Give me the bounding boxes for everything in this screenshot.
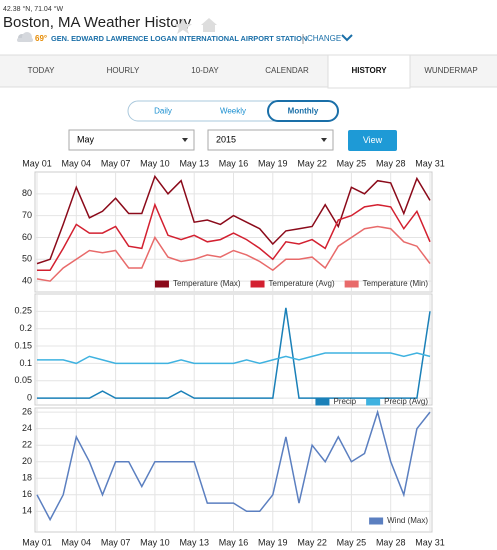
x-tick-label: May 13 xyxy=(179,537,209,547)
x-tick-label: May 01 xyxy=(22,537,52,547)
legend-label[interactable]: Precip xyxy=(333,397,356,406)
weather-icon xyxy=(17,32,33,42)
legend-label[interactable]: Temperature (Max) xyxy=(173,279,241,288)
series-line xyxy=(36,409,431,522)
view-button[interactable] xyxy=(348,130,397,151)
y-tick-label: 60 xyxy=(22,232,32,242)
x-tick-label: May 19 xyxy=(258,158,288,168)
legend-label[interactable]: Precip (Avg) xyxy=(384,397,428,406)
toggle-option[interactable]: Weekly xyxy=(220,107,246,116)
chevron[interactable] xyxy=(341,34,353,42)
legend-label[interactable]: Temperature (Avg) xyxy=(269,279,335,288)
y-tick-label: 70 xyxy=(22,210,32,220)
x-tick-label: May 07 xyxy=(101,537,131,547)
year-select[interactable] xyxy=(207,129,334,151)
y-tick-label: 26 xyxy=(22,407,32,417)
x-tick-label: May 28 xyxy=(376,158,406,168)
series-line xyxy=(37,307,431,399)
toggle-active xyxy=(267,100,339,122)
x-tick-label: May 22 xyxy=(297,537,327,547)
legend-swatch[interactable] xyxy=(344,280,359,288)
y-tick-label: 80 xyxy=(22,188,32,198)
month-value: May xyxy=(77,134,95,144)
x-tick-label: May 10 xyxy=(140,537,170,547)
tab[interactable]: HOURLY xyxy=(107,66,140,75)
x-tick-label: May 19 xyxy=(258,537,288,547)
x-tick-label: May 31 xyxy=(415,158,445,168)
y-tick-label: 0.2 xyxy=(19,323,32,333)
legend-swatch[interactable] xyxy=(250,280,265,288)
y-tick-label: 0 xyxy=(27,392,32,402)
x-tick-label: May 22 xyxy=(297,158,327,168)
select-arrow xyxy=(182,138,188,142)
series-line xyxy=(36,174,431,265)
star-icon[interactable] xyxy=(174,18,192,34)
x-tick-label: May 28 xyxy=(376,537,406,547)
y-tick-label: 0.25 xyxy=(14,306,32,316)
legend-label[interactable]: Wind (Max) xyxy=(387,516,428,525)
x-tick-label: May 04 xyxy=(62,537,92,547)
tab-bar xyxy=(0,55,497,87)
series-line xyxy=(37,202,431,271)
home-icon[interactable] xyxy=(201,18,217,32)
tab[interactable]: CALENDAR xyxy=(265,66,309,75)
page-title: Boston, MA Weather History xyxy=(3,14,192,31)
toggle-option[interactable]: Daily xyxy=(154,107,172,116)
y-tick-label: 40 xyxy=(22,275,32,285)
x-tick-label: May 25 xyxy=(337,158,367,168)
y-tick-label: 14 xyxy=(22,506,32,516)
y-tick-label: 0.05 xyxy=(14,375,32,385)
y-tick-label: 16 xyxy=(22,489,32,499)
y-tick-label: 18 xyxy=(22,473,32,483)
legend-swatch[interactable] xyxy=(154,280,169,288)
year-value: 2015 xyxy=(216,134,236,144)
legend-swatch[interactable] xyxy=(366,398,381,406)
x-tick-label: May 13 xyxy=(179,158,209,168)
coords: 42.38 °N, 71.04 °W xyxy=(3,5,63,13)
y-tick-label: 24 xyxy=(22,423,32,433)
view-label: View xyxy=(363,135,383,145)
x-tick-label: May 07 xyxy=(101,158,131,168)
x-tick-label: May 04 xyxy=(62,158,92,168)
current-temp: 69° xyxy=(35,34,47,43)
tab[interactable]: HISTORY xyxy=(351,66,387,75)
series-line xyxy=(36,225,431,282)
legend-swatch[interactable] xyxy=(369,517,384,525)
x-tick-label: May 16 xyxy=(219,537,249,547)
x-tick-label: May 25 xyxy=(337,537,367,547)
tab[interactable]: 10-DAY xyxy=(191,66,219,75)
tab-active xyxy=(327,54,411,89)
change-link[interactable]: CHANGE xyxy=(307,34,341,43)
x-tick-label: May 01 xyxy=(22,158,52,168)
tab[interactable]: WUNDERMAP xyxy=(424,66,477,75)
station-name[interactable]: GEN. EDWARD LAWRENCE LOGAN INTERNATIONAL… xyxy=(51,34,307,43)
y-tick-label: 50 xyxy=(22,254,32,264)
y-tick-label: 22 xyxy=(22,440,32,450)
y-tick-label: 20 xyxy=(22,456,32,466)
x-tick-label: May 16 xyxy=(219,158,249,168)
series-line xyxy=(37,352,431,365)
y-tick-label: 0.15 xyxy=(14,340,32,350)
legend-label[interactable]: Temperature (Min) xyxy=(363,279,429,288)
toggle-option[interactable]: Monthly xyxy=(288,107,319,116)
select-arrow xyxy=(321,138,327,142)
y-tick-label: 0.1 xyxy=(19,358,32,368)
tab[interactable]: TODAY xyxy=(28,66,55,75)
x-tick-label: May 10 xyxy=(140,158,170,168)
legend-swatch[interactable] xyxy=(315,398,330,406)
month-select[interactable] xyxy=(68,129,195,151)
x-tick-label: May 31 xyxy=(415,537,445,547)
